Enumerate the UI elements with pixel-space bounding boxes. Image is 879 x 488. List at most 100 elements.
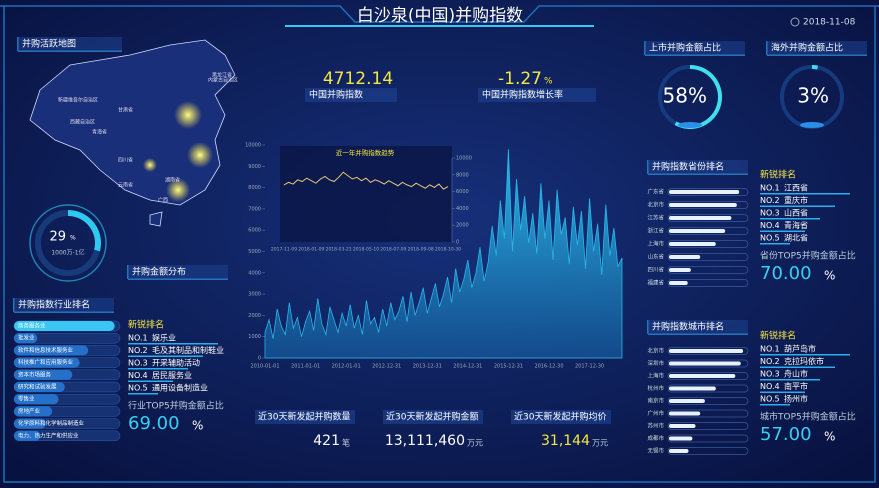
share-value: 57.00 [760,424,812,445]
rank-track [667,201,749,209]
rank-name: 零售业 [18,395,35,403]
share-label: 行业TOP5并购金额占比 [128,400,224,412]
new-rank-underline [128,368,188,370]
rank-name: 房地产业 [18,407,41,415]
stat-label-bg [511,410,611,424]
new-rank-name: 湖北省 [784,233,808,243]
map-label: 内蒙古自治区 [208,77,238,84]
x-tick-label: 2014-12-31 [453,364,482,370]
map-hainan [149,211,163,227]
new-rank-name: 通用设备制造业 [152,383,208,393]
rank-bar [669,361,741,366]
new-rank-name: 舟山市 [784,369,808,379]
rank-bar [669,203,737,207]
new-rank-underline [760,218,820,220]
y2-tick-label: 10000 [456,156,472,162]
panel-title-bg [767,41,867,55]
gauge-value: 29 [49,230,66,245]
inset-x-label: 2018-09-08 [408,247,434,253]
new-rank-underline [760,205,835,207]
rank-name: 成都市 [647,434,664,442]
stat-value: 421 [313,433,340,449]
panel-title-bg [645,41,745,55]
clock-icon [790,17,800,27]
kpi-label-bg [305,88,397,102]
rank-track [667,347,749,355]
y2-tick-label: 6000 [456,189,469,195]
map-label: 黑龙江省 [212,72,232,79]
rank-name: 商务服务业 [18,322,46,330]
stat-value: 13,111,460 [385,433,465,449]
rank-name: 广州市 [647,409,664,417]
stat-label-bg [383,410,483,424]
new-rank-underline [128,393,158,395]
frame [0,5,879,483]
rank-track [667,372,749,380]
rank-bar [669,216,732,220]
stat-label: 近30天新发起并购数量 [258,411,350,423]
share-unit: % [824,269,835,283]
new-rank-name: 开采辅助活动 [152,358,200,368]
rank-name: 浙江省 [647,227,664,235]
y-tick-label: 8000 [248,185,261,191]
y-tick-label: 0 [258,356,261,362]
rank-bar [14,357,80,368]
rank-name: 四川省 [647,266,664,274]
x-tick-label: 2013-12-31 [413,364,442,370]
stat-label: 近30天新发起并购金额 [386,411,478,423]
y-tick-label: 7000 [248,206,261,212]
inset-x-label: 2018-01-09 [298,247,324,253]
x-tick-label: 2015-12-31 [494,364,523,370]
gauge-unit: % [70,235,76,242]
rank-name: 化学原料和化学制品制造业 [18,419,85,427]
ring-wave [800,122,824,128]
new-rank-underline [760,379,820,381]
rank-track [667,359,749,368]
x-tick-label: 2017-12-30 [575,364,604,370]
rank-track [667,253,749,261]
ring-unit: % [688,84,707,108]
x-tick-label: 2011-01-01 [291,364,320,370]
new-rank-no: NO.1 [760,345,780,354]
panel-title-bg [128,265,228,279]
index-label: 中国并购指数 [309,89,363,101]
gauge-range: 1000万-1亿 [51,249,84,257]
rank-track [667,447,749,455]
rank-name: 北京市 [647,347,664,355]
new-rank-underline [760,354,850,356]
stat-unit: 万元 [467,439,483,448]
growth-label: 中国并购指数增长率 [482,89,563,101]
rank-name: 资本市场服务 [18,370,52,378]
inset-title: 近一年并购指数趋势 [336,148,395,157]
new-rank-name: 毛及其制品和制鞋业 [152,345,224,355]
gauge-arc [67,210,101,252]
panel-title: 海外并购金额占比 [771,42,843,54]
rank-name: 山东省 [647,253,664,261]
new-rank-no: NO.1 [128,334,148,343]
new-rank-underline [128,355,203,357]
rank-bar [669,399,705,403]
y-tick-label: 2000 [248,313,261,319]
new-rank-no: NO.2 [760,357,780,366]
new-rank-title: 新锐排名 [760,330,796,342]
new-rank-no: NO.3 [760,370,780,379]
share-label: 省份TOP5并购金额占比 [760,250,856,262]
new-rank-no: NO.4 [128,371,148,380]
inset-x-label: 2018-07-09 [380,247,406,253]
rank-track [667,434,749,443]
map-hotspot [166,178,190,202]
rank-name: 上海市 [647,372,664,380]
new-rank-underline [128,343,218,345]
new-rank-underline [760,366,835,368]
rank-bar [669,281,688,285]
map-china [29,39,236,206]
y-tick-label: 3000 [248,292,261,298]
stat-label-bg [255,410,355,424]
stat-unit: 万元 [592,439,608,448]
new-rank-underline [760,243,790,245]
map-label: 新疆维吾尔自治区 [58,97,98,104]
share-label: 城市TOP5并购金额占比 [760,411,856,423]
panel-title-bg [14,298,114,312]
rank-name: 软件和信息技术服务业 [18,346,74,354]
